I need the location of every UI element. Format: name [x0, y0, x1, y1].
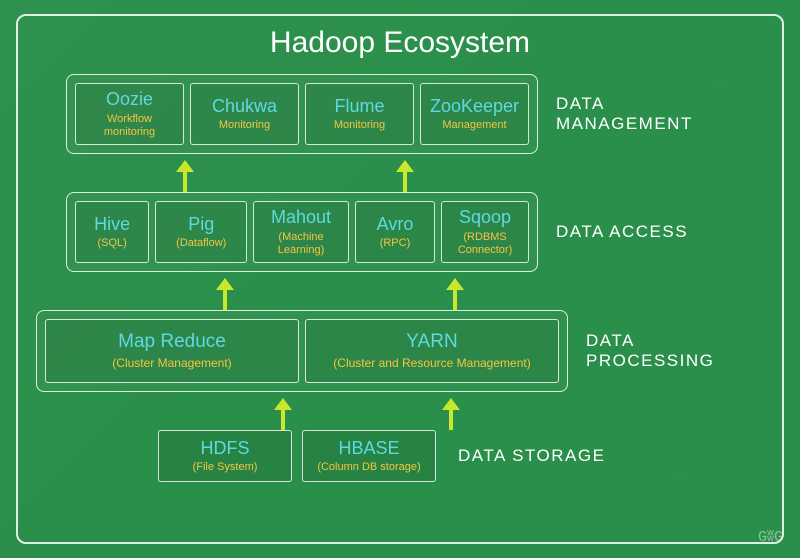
component-name: Mahout — [258, 207, 344, 229]
arrows-to-processing — [36, 400, 764, 430]
component-name: HDFS — [163, 438, 287, 460]
component-desc: (Machine Learning) — [258, 231, 344, 257]
component-oozie: Oozie Workflow monitoring — [75, 83, 184, 145]
watermark: GʬG — [758, 529, 782, 546]
component-desc: Management — [425, 119, 524, 132]
component-desc: Monitoring — [310, 119, 409, 132]
layer-access-row: Hive (SQL) Pig (Dataflow) Mahout (Machin… — [36, 192, 764, 272]
component-name: HBASE — [307, 438, 431, 460]
component-desc: (File System) — [163, 461, 287, 474]
component-name: Hive — [80, 214, 144, 236]
component-hive: Hive (SQL) — [75, 201, 149, 263]
component-desc: (Cluster and Resource Management) — [310, 356, 554, 370]
component-name: Sqoop — [446, 207, 524, 229]
layer-management: Oozie Workflow monitoring Chukwa Monitor… — [66, 74, 538, 154]
component-desc: (Dataflow) — [160, 237, 242, 250]
component-desc: (RPC) — [360, 237, 430, 250]
component-desc: Monitoring — [195, 119, 294, 132]
layer-label-storage: DATA STORAGE — [458, 446, 605, 466]
layer-storage-row: HDFS (File System) HBASE (Column DB stor… — [158, 430, 764, 482]
component-pig: Pig (Dataflow) — [155, 201, 247, 263]
layer-storage: HDFS (File System) HBASE (Column DB stor… — [158, 430, 436, 482]
arrow-up-icon — [442, 400, 460, 430]
diagram-title: Hadoop Ecosystem — [36, 26, 764, 60]
arrows-to-access — [36, 280, 764, 310]
component-hbase: HBASE (Column DB storage) — [302, 430, 436, 482]
component-sqoop: Sqoop (RDBMS Connector) — [441, 201, 529, 263]
component-name: ZooKeeper — [425, 96, 524, 118]
component-name: Avro — [360, 214, 430, 236]
arrows-to-management — [36, 162, 764, 192]
component-chukwa: Chukwa Monitoring — [190, 83, 299, 145]
component-name: Chukwa — [195, 96, 294, 118]
arrow-up-icon — [446, 280, 464, 310]
layer-label-processing: DATA PROCESSING — [586, 331, 714, 372]
component-desc: (SQL) — [80, 237, 144, 250]
diagram-outer-frame: Hadoop Ecosystem Oozie Workflow monitori… — [16, 14, 784, 544]
layer-label-management: DATA MANAGEMENT — [556, 94, 693, 135]
component-desc: (Column DB storage) — [307, 461, 431, 474]
component-name: YARN — [310, 331, 554, 354]
component-flume: Flume Monitoring — [305, 83, 414, 145]
component-zookeeper: ZooKeeper Management — [420, 83, 529, 145]
component-hdfs: HDFS (File System) — [158, 430, 292, 482]
arrow-up-icon — [216, 280, 234, 310]
component-name: Flume — [310, 96, 409, 118]
layer-label-access: DATA ACCESS — [556, 222, 688, 242]
component-desc: (RDBMS Connector) — [446, 231, 524, 257]
layer-processing-row: Map Reduce (Cluster Management) YARN (Cl… — [36, 310, 764, 392]
component-desc: Workflow monitoring — [80, 113, 179, 139]
arrow-up-icon — [274, 400, 292, 430]
component-name: Pig — [160, 214, 242, 236]
component-mapreduce: Map Reduce (Cluster Management) — [45, 319, 299, 383]
layer-processing: Map Reduce (Cluster Management) YARN (Cl… — [36, 310, 568, 392]
component-name: Map Reduce — [50, 331, 294, 354]
component-desc: (Cluster Management) — [50, 356, 294, 370]
arrow-up-icon — [396, 162, 414, 192]
component-avro: Avro (RPC) — [355, 201, 435, 263]
component-mahout: Mahout (Machine Learning) — [253, 201, 349, 263]
layer-access: Hive (SQL) Pig (Dataflow) Mahout (Machin… — [66, 192, 538, 272]
arrow-up-icon — [176, 162, 194, 192]
component-yarn: YARN (Cluster and Resource Management) — [305, 319, 559, 383]
component-name: Oozie — [80, 89, 179, 111]
layer-management-row: Oozie Workflow monitoring Chukwa Monitor… — [36, 74, 764, 154]
